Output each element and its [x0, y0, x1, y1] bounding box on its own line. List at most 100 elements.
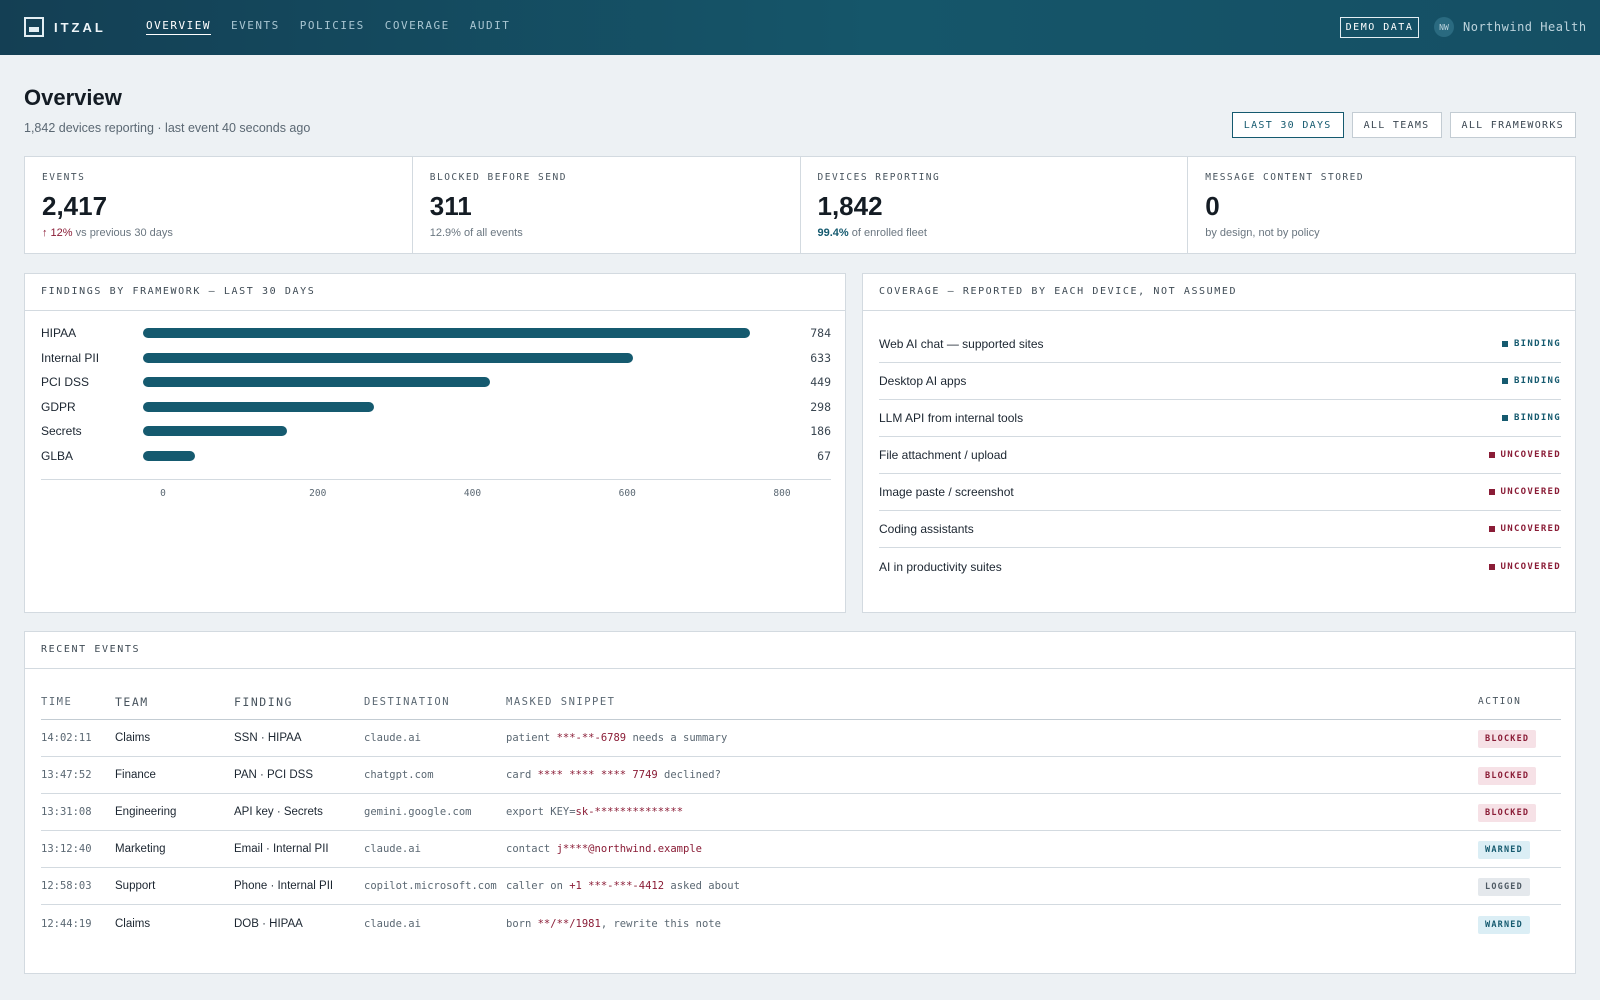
chart-tick-label: 0 [160, 488, 166, 499]
table-row[interactable]: 13:12:40 Marketing Email · Internal PII cla… [41, 831, 1561, 868]
chart-category-label: Internal PII [41, 350, 100, 365]
snippet-masked: **/**/1981 [537, 917, 601, 930]
event-time: 13:47:52 [41, 769, 92, 781]
coverage-item[interactable]: AI in productivity suites UNCOVERED [879, 548, 1561, 585]
chart-row: Internal PII 633 [41, 351, 831, 365]
event-destination: copilot.microsoft.com [364, 880, 497, 892]
table-row[interactable]: 13:31:08 Engineering API key · Secrets gemi… [41, 794, 1561, 831]
kpi-label: BLOCKED BEFORE SEND [429, 172, 567, 183]
status-dot-icon [1501, 415, 1508, 421]
coverage-panel: COVERAGE — REPORTED BY EACH DEVICE, NOT … [862, 273, 1576, 613]
filter-teams-button[interactable]: ALL TEAMS [1351, 112, 1442, 138]
logo[interactable]: ITZAL [24, 17, 106, 37]
coverage-item-label: Image paste / screenshot [879, 485, 1014, 499]
org-name: Northwind Health [1463, 20, 1587, 34]
recent-events-title: RECENT EVENTS [25, 632, 1575, 669]
chart-bar[interactable] [143, 426, 287, 436]
event-action: LOGGED [1478, 876, 1561, 896]
chart-bar[interactable] [143, 328, 750, 338]
kpi-blocked: BLOCKED BEFORE SEND 311 12.9% of all eve… [413, 157, 801, 253]
chart-category-label: GLBA [41, 448, 74, 463]
table-body: 14:02:11 Claims SSN · HIPAA claude.ai patien… [41, 720, 1561, 942]
snippet-masked: ***-**-6789 [556, 732, 627, 744]
coverage-item[interactable]: Desktop AI apps BINDING [879, 363, 1561, 400]
filter-period-button[interactable]: LAST 30 DAYS [1231, 112, 1344, 138]
action-badge: WARNED [1478, 841, 1530, 859]
chart-bar[interactable] [143, 450, 195, 461]
filter-bar: LAST 30 DAYS ALL TEAMS ALL FRAMEWORKS [1224, 112, 1576, 138]
events-table: TIME TEAM FINDING DESTINATION MASKED SNI… [41, 684, 1561, 942]
chart-category-label: GDPR [41, 399, 76, 414]
table-row[interactable]: 14:02:11 Claims SSN · HIPAA claude.ai patien… [41, 720, 1561, 757]
top-bar: ITZAL OVERVIEW EVENTS POLICIES COVERAGE … [0, 0, 1600, 55]
column-header[interactable]: DESTINATION [364, 695, 451, 708]
nav-overview[interactable]: OVERVIEW [146, 19, 211, 35]
coverage-item[interactable]: File attachment / upload UNCOVERED [879, 437, 1561, 474]
chart-bar[interactable] [143, 377, 491, 387]
status-dot-icon [1501, 341, 1508, 347]
coverage-status-label: BINDING [1513, 376, 1561, 386]
kpi-content-stored: MESSAGE CONTENT STORED 0 by design, not … [1188, 157, 1575, 253]
event-team: Engineering [115, 806, 177, 818]
event-action: BLOCKED [1478, 728, 1561, 748]
action-badge: LOGGED [1478, 878, 1530, 896]
event-snippet: card **** **** **** 7749 declined? [506, 769, 1478, 781]
event-destination: gemini.google.com [364, 806, 472, 818]
chart-category-label: PCI DSS [41, 375, 90, 389]
event-finding: Email · Internal PII [234, 843, 329, 855]
filter-frameworks-button[interactable]: ALL FRAMEWORKS [1449, 112, 1576, 138]
coverage-item[interactable]: Coding assistants UNCOVERED [879, 511, 1561, 548]
table-row[interactable]: 13:47:52 Finance PAN · PCI DSS chatgpt.com c… [41, 757, 1561, 794]
chart-category-label: HIPAA [41, 326, 77, 340]
coverage-item[interactable]: Web AI chat — supported sites BINDING [879, 326, 1561, 363]
snippet-text: export KEY= [506, 806, 576, 818]
org-switcher[interactable]: NW Northwind Health [1434, 17, 1587, 37]
column-header[interactable]: MASKED SNIPPET [506, 695, 616, 708]
event-action: WARNED [1478, 914, 1561, 934]
kpi-row: EVENTS 2,417 ↑ 12% vs previous 30 days B… [24, 156, 1576, 254]
nav-policies[interactable]: POLICIES [299, 19, 365, 32]
column-header[interactable]: TEAM [115, 694, 149, 709]
demo-data-badge: DEMO DATA [1340, 17, 1419, 38]
coverage-status: UNCOVERED [1488, 562, 1561, 572]
event-action: WARNED [1478, 839, 1561, 859]
chart-row: Secrets 186 [41, 424, 831, 438]
main-nav: OVERVIEW EVENTS POLICIES COVERAGE AUDIT [146, 19, 530, 35]
coverage-item[interactable]: LLM API from internal tools BINDING [879, 400, 1561, 437]
coverage-status-label: BINDING [1513, 339, 1561, 349]
nav-audit[interactable]: AUDIT [469, 19, 511, 32]
coverage-status: UNCOVERED [1488, 450, 1561, 460]
snippet-text: declined? [657, 769, 721, 781]
nav-events[interactable]: EVENTS [230, 19, 280, 32]
snippet-masked: +1 ***-***-4412 [569, 880, 665, 892]
status-dot-icon [1501, 378, 1508, 384]
snippet-text: needs a summary [626, 732, 728, 744]
coverage-item-label: LLM API from internal tools [879, 411, 1024, 425]
status-dot-icon [1488, 563, 1495, 570]
table-row[interactable]: 12:58:03 Support Phone · Internal PII copil… [41, 868, 1561, 905]
event-finding: API key · Secrets [234, 806, 323, 818]
chart-value-label: 67 [817, 448, 831, 463]
kpi-label: DEVICES REPORTING [817, 172, 941, 183]
chart-bar[interactable] [143, 352, 633, 363]
column-header[interactable]: FINDING [234, 694, 293, 709]
coverage-status: BINDING [1501, 376, 1561, 386]
snippet-masked: j****@northwind.example [556, 843, 702, 855]
status-dot-icon [1488, 452, 1495, 458]
coverage-item[interactable]: Image paste / screenshot UNCOVERED [879, 474, 1561, 511]
chart-tick-label: 800 [773, 488, 791, 499]
nav-coverage[interactable]: COVERAGE [384, 19, 450, 32]
coverage-status: BINDING [1501, 339, 1561, 349]
chart-bar[interactable] [143, 401, 374, 412]
chart-axis [41, 479, 831, 480]
table-row[interactable]: 12:44:19 Claims DOB · HIPAA claude.ai born *… [41, 905, 1561, 942]
coverage-status-label: BINDING [1513, 413, 1561, 423]
event-team: Finance [115, 769, 156, 781]
kpi-note-text: by design, not by policy [1205, 227, 1320, 239]
chart-row: PCI DSS 449 [41, 375, 831, 389]
column-header[interactable]: ACTION [1478, 696, 1522, 707]
app-name: ITZAL [54, 19, 106, 35]
kpi-value: 311 [429, 191, 472, 221]
column-header[interactable]: TIME [41, 695, 73, 708]
chart-value-label: 449 [810, 375, 831, 389]
